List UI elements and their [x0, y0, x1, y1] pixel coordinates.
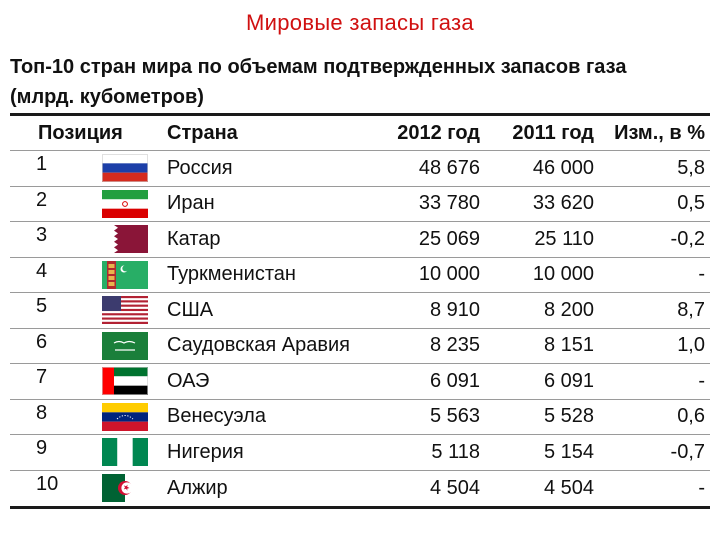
row-change: 5,8	[677, 156, 705, 179]
russia-flag-icon	[102, 154, 148, 183]
row-position: 6	[36, 330, 48, 353]
row-position: 3	[36, 224, 48, 246]
table-bottom-rule	[10, 506, 710, 509]
usa-flag-icon	[102, 296, 148, 325]
table-row: 5 США 8 910 8 200 8,7	[10, 293, 710, 329]
row-position: 5	[36, 295, 48, 317]
row-2011: 4 504	[543, 476, 594, 499]
row-2012: 25 069	[418, 227, 480, 250]
iran-flag-icon	[102, 189, 148, 218]
uae-flag-icon	[102, 367, 148, 396]
row-position: 2	[36, 188, 48, 211]
header-2012: 2012 год	[397, 121, 480, 144]
row-change: 0,5	[677, 192, 705, 215]
table-row: 6 Саудовская Аравия 8 235 8 151 1,0	[10, 329, 710, 364]
row-2012: 33 780	[418, 192, 480, 215]
row-position: 1	[36, 153, 48, 175]
row-change: -	[698, 369, 705, 392]
venezuela-flag-icon	[102, 402, 148, 431]
row-country: Катар	[167, 227, 221, 250]
row-2012: 5 118	[431, 440, 480, 463]
row-2012: 6 091	[429, 369, 480, 392]
gas-reserves-table: Позиция Страна 2012 год 2011 год Изм., в…	[10, 113, 710, 509]
saudi-arabia-flag-icon	[102, 331, 148, 360]
table-row: 7 ОАЭ 6 091 6 091 -	[10, 364, 710, 400]
row-country: Туркменистан	[167, 263, 296, 286]
nigeria-flag-icon	[102, 438, 148, 467]
table-caption: Топ-10 стран мира по объемам подтвержден…	[10, 52, 710, 112]
row-2011: 5 154	[543, 440, 594, 463]
header-change: Изм., в %	[614, 121, 705, 144]
row-position: 8	[36, 401, 48, 424]
row-change: -	[698, 476, 705, 499]
table-row: 2 Иран 33 780 33 620 0,5	[10, 187, 710, 222]
row-change: 1,0	[677, 334, 705, 357]
row-change: 0,6	[677, 405, 705, 428]
qatar-flag-icon	[102, 225, 148, 254]
row-position: 10	[36, 472, 59, 495]
row-change: 8,7	[677, 298, 705, 321]
row-change: -0,7	[670, 440, 705, 463]
row-2012: 8 235	[429, 334, 480, 357]
row-2012: 48 676	[418, 156, 480, 179]
row-country: Нигерия	[167, 440, 244, 463]
table-row: 10 Алжир 4 504 4 504 -	[10, 471, 710, 507]
row-country: США	[167, 298, 214, 321]
row-country: Венесуэла	[167, 405, 266, 428]
header-2011: 2011 год	[512, 121, 594, 144]
row-change: -0,2	[670, 227, 705, 250]
row-position: 4	[36, 259, 48, 282]
row-country: Россия	[167, 156, 233, 179]
row-2012: 8 910	[429, 298, 480, 321]
caption-line-2: (млрд. кубометров)	[10, 86, 204, 108]
table-row: 1 Россия 48 676 46 000 5,8	[10, 151, 710, 187]
page-title: Мировые запасы газа	[246, 10, 474, 35]
row-2011: 33 620	[532, 192, 594, 215]
row-country: ОАЭ	[167, 369, 210, 392]
header-country: Страна	[167, 121, 238, 144]
row-country: Алжир	[167, 476, 228, 499]
row-2012: 5 563	[429, 405, 480, 428]
row-2011: 5 528	[543, 405, 594, 428]
row-country: Саудовская Аравия	[167, 334, 351, 357]
row-2011: 46 000	[532, 156, 594, 179]
row-2011: 10 000	[532, 263, 594, 286]
algeria-flag-icon	[102, 474, 148, 503]
table-row: 9 Нигерия 5 118 5 154 -0,7	[10, 435, 710, 471]
table-row: 3 Катар 25 069 25 110 -0,2	[10, 222, 710, 258]
row-2011: 8 151	[543, 334, 594, 357]
row-position: 7	[36, 366, 48, 388]
caption-line-1: Топ-10 стран мира по объемам подтвержден…	[10, 56, 627, 78]
header-position: Позиция	[38, 122, 123, 144]
row-2012: 4 504	[429, 476, 480, 499]
row-position: 9	[36, 437, 48, 459]
table-header-row: Позиция Страна 2012 год 2011 год Изм., в…	[10, 116, 710, 151]
row-2011: 8 200	[543, 298, 594, 321]
row-2012: 10 000	[418, 263, 480, 286]
row-country: Иран	[167, 192, 215, 215]
row-2011: 25 110	[534, 227, 594, 250]
row-change: -	[698, 263, 705, 286]
table-row: 4 Туркменистан 10 000 10 000 -	[10, 258, 710, 293]
turkmenistan-flag-icon	[102, 260, 148, 289]
table-row: 8 Венесуэла 5 563 5 528 0,6	[10, 400, 710, 435]
table-top-rule	[10, 113, 710, 116]
row-2011: 6 091	[543, 369, 594, 392]
